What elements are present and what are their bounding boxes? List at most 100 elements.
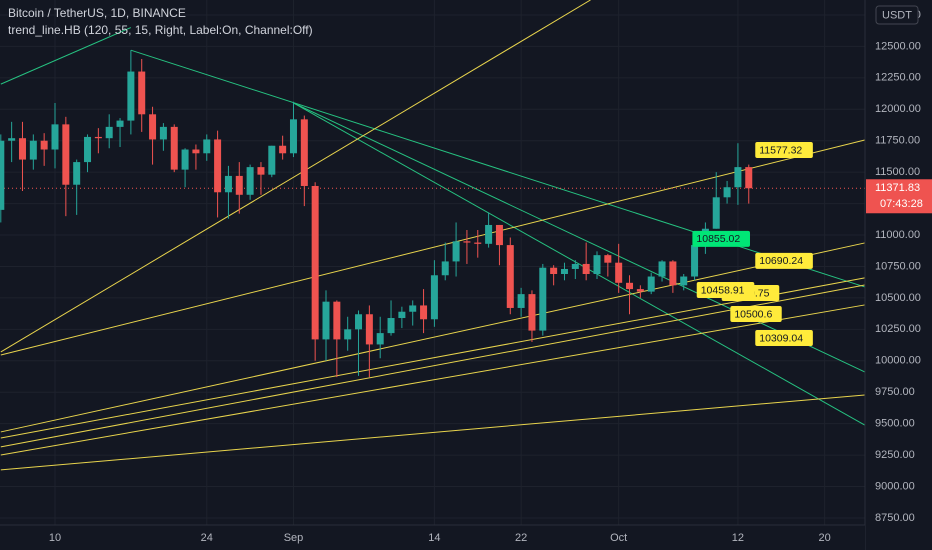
candle-body [550,267,558,275]
x-tick-label: 12 [732,532,744,544]
y-tick-label: 12250.00 [875,72,921,84]
candle-body [322,301,330,340]
candle-body [745,167,753,189]
candle-body [474,242,482,244]
trend-line [0,304,865,456]
candle-body [300,119,308,186]
candle-body [214,139,222,193]
candle-body [40,140,48,150]
y-tick-label: 9750.00 [875,386,915,398]
trend-line [130,49,865,288]
price-label: 10855.02 [696,233,740,245]
chart-title: Bitcoin / TetherUS, 1D, BINANCE [8,6,186,20]
candles [0,50,753,378]
candle-body [387,318,395,334]
trend-line [0,0,591,353]
price-axis [865,0,932,550]
candle-body [452,241,460,262]
x-tick-label: 14 [428,532,440,544]
currency: USDT [882,9,912,21]
y-tick-label: 11000.00 [875,229,920,241]
trend-line [0,139,865,356]
candle-body [398,311,406,319]
y-tick-label: 11750.00 [875,135,920,147]
y-tick-label: 10000.00 [875,355,921,367]
candle-body [116,120,124,127]
indicator-name: trend_line.HB (120, 55, 15, Right, Label… [8,23,313,37]
candle-body [170,126,178,170]
candle-body [658,261,666,277]
x-tick-label: Sep [284,532,304,544]
y-tick-label: 12500.00 [875,40,921,52]
candle-body [94,136,102,139]
price-label: 10309.04 [759,332,803,344]
candle-body [528,294,536,331]
last-price: 11371.83 [875,182,920,194]
countdown: 07:43:28 [880,198,923,210]
candle-body [355,314,363,330]
candle-body [62,124,70,185]
candle-body [311,185,319,340]
price-label-box [755,330,813,347]
candle-body [344,329,352,340]
candle-body [235,175,243,195]
trend-line [0,27,132,85]
candle-body [138,71,146,115]
candle-body [506,245,514,308]
price-label-box [730,305,782,322]
trend-line [0,242,865,433]
trend-lines [0,0,865,471]
candle-body [517,294,525,308]
candle-body [8,138,16,141]
trend-line [0,284,865,448]
y-tick-label: 10250.00 [875,323,921,335]
candle-body [571,263,579,269]
candle-body [51,124,59,150]
candle-body [604,255,612,263]
y-tick-label: 12000.00 [875,103,921,115]
y-tick-label: 9250.00 [875,449,915,461]
candle-body [246,167,254,195]
trend-line [0,394,865,471]
candle-body [0,140,5,210]
candle-body [224,175,232,193]
candle-body [257,167,265,175]
candle-body [691,245,699,277]
price-label: 10690.24 [759,255,803,267]
candle-body [376,333,384,345]
y-tick-label: 10500.00 [875,292,921,304]
candle-body [192,149,200,154]
x-tick-label: 10 [49,532,61,544]
candle-body [289,119,297,154]
candle-body [582,263,590,275]
candle-body [441,261,449,276]
candle-body [365,314,373,345]
candle-body [409,305,417,312]
price-label: 10458.91 [701,284,745,296]
price-label-box [696,281,755,298]
candle-body [680,276,688,286]
y-tick-label: 9500.00 [875,418,915,430]
candle-body [669,261,677,286]
currency-box[interactable] [875,5,919,25]
candle-body [159,126,167,140]
candle-body [593,255,601,275]
candle-body [734,167,742,188]
candle-body [712,197,720,229]
candle-body [181,149,189,170]
candle-body [279,145,287,154]
price-label: 10500.6 [734,308,772,320]
y-tick-label: 9000.00 [875,480,915,492]
y-tick-label: 10750.00 [875,260,921,272]
candle-body [485,224,493,244]
price-labels: 11577.3210855.0210690.2410479.7510458.91… [692,142,813,347]
candle-body [268,145,276,175]
candle-body [149,114,157,140]
candle-body [539,267,547,331]
candle-body [615,262,623,283]
candle-body [495,224,503,246]
y-tick-label: 11500.00 [875,166,920,178]
